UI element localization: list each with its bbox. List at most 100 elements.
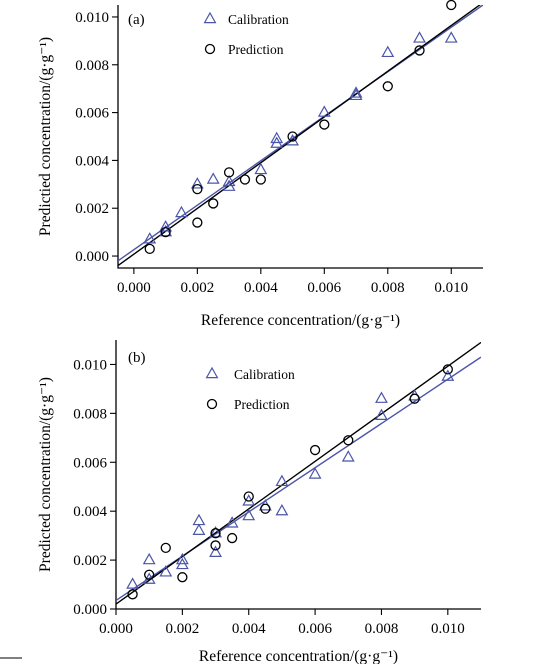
x-tick-label: 0.004 <box>244 280 278 296</box>
axis-frame <box>115 340 481 610</box>
series-calibration <box>143 31 458 244</box>
chart-panel-1: 0.000 0.002 0.004 0.006 0.008 0.010 0.000 0.002… <box>37 340 481 664</box>
data-point-prediction <box>160 542 171 554</box>
data-point-calibration <box>209 545 222 557</box>
y-tick-label: 0.006 <box>73 455 107 471</box>
y-tick-label: 0.004 <box>75 153 109 169</box>
data-point-calibration <box>142 552 156 565</box>
y-tick-label: 0.008 <box>73 406 107 422</box>
data-point-prediction <box>144 569 155 580</box>
y-tick-label: 0.008 <box>75 58 109 74</box>
legend-marker-triangle <box>205 366 219 379</box>
data-point-calibration <box>349 88 363 101</box>
y-axis-title: Predicted concentration/(g·g⁻¹) <box>37 377 54 572</box>
y-tick-label: 0.002 <box>75 201 109 217</box>
x-tick-label: 0.006 <box>298 621 332 637</box>
legend-label: Calibration <box>234 367 295 382</box>
data-point-calibration <box>375 391 388 403</box>
data-point-prediction <box>319 119 330 130</box>
data-point-calibration <box>175 552 189 565</box>
data-point-prediction <box>160 226 171 238</box>
data-point-prediction <box>255 174 266 185</box>
data-point-calibration <box>209 525 222 538</box>
data-point-calibration <box>341 450 355 462</box>
series-prediction <box>144 0 457 255</box>
data-point-calibration <box>225 516 239 528</box>
x-tick-label: 0.010 <box>434 280 468 296</box>
legend-label: Calibration <box>228 12 289 27</box>
data-point-calibration <box>270 131 284 144</box>
data-point-calibration <box>206 172 220 184</box>
data-point-prediction <box>226 532 238 544</box>
y-tick-label: 0.004 <box>73 504 107 520</box>
data-point-calibration <box>222 174 236 187</box>
data-point-calibration <box>441 369 455 381</box>
data-point-calibration <box>143 232 157 244</box>
data-point-prediction <box>409 393 420 404</box>
data-point-prediction <box>287 131 298 142</box>
data-point-calibration <box>317 105 331 117</box>
data-point-prediction <box>192 217 203 228</box>
axis-frame <box>117 5 483 269</box>
y-tick-label: 0.010 <box>75 10 109 26</box>
y-tick-label: 0.010 <box>73 357 107 373</box>
fit-line-1 <box>116 341 481 605</box>
data-point-prediction <box>239 174 251 185</box>
x-axis-title: Reference concentration/(g·g⁻¹) <box>199 648 398 664</box>
data-point-prediction <box>127 589 138 600</box>
y-axis-title: Predictied concentration/(g·g⁻¹) <box>37 37 54 236</box>
data-point-calibration <box>126 577 140 589</box>
data-point-prediction <box>177 572 188 583</box>
data-point-prediction <box>243 491 254 502</box>
data-point-calibration <box>192 513 206 526</box>
data-point-prediction <box>309 444 321 456</box>
y-tick-label: 0.002 <box>73 553 107 569</box>
data-point-calibration <box>242 494 256 506</box>
fit-line-0 <box>118 5 483 262</box>
x-tick-label: 0.008 <box>365 621 399 637</box>
y-tick-label: 0.000 <box>75 249 109 265</box>
x-tick-label: 0.000 <box>99 621 133 637</box>
chart-panel-0: 0.000 0.002 0.004 0.006 0.008 0.010 0.000 0.002… <box>37 0 483 329</box>
panel-label: (b) <box>128 350 146 366</box>
data-point-prediction <box>208 198 219 209</box>
legend-marker-triangle <box>203 11 217 24</box>
data-point-calibration <box>275 474 289 487</box>
series-prediction <box>127 364 453 600</box>
legend-marker-circle <box>206 398 218 410</box>
data-point-calibration <box>413 31 426 43</box>
data-point-calibration <box>254 162 268 175</box>
data-point-prediction <box>192 183 203 195</box>
legend-label: Prediction <box>234 397 290 412</box>
data-point-calibration <box>308 467 322 479</box>
data-point-calibration <box>175 205 188 218</box>
x-tick-label: 0.002 <box>180 280 214 296</box>
data-point-prediction <box>210 540 221 551</box>
data-point-prediction <box>223 167 235 178</box>
data-point-prediction <box>210 528 221 539</box>
x-tick-label: 0.004 <box>232 621 266 637</box>
legend-label: Prediction <box>228 42 284 57</box>
panel-label: (a) <box>128 12 145 28</box>
data-point-prediction <box>414 45 425 56</box>
x-tick-label: 0.006 <box>307 280 341 296</box>
data-point-calibration <box>192 523 206 535</box>
y-tick-label: 0.000 <box>73 602 107 618</box>
data-point-prediction <box>144 243 155 255</box>
data-point-calibration <box>275 503 289 516</box>
fit-line-1 <box>118 5 481 267</box>
data-point-calibration <box>444 31 458 43</box>
data-point-calibration <box>159 565 173 577</box>
data-point-calibration <box>381 45 395 58</box>
data-point-calibration <box>349 86 363 98</box>
data-point-calibration <box>190 177 204 189</box>
data-point-prediction <box>343 435 354 446</box>
legend-marker-circle <box>204 43 216 55</box>
x-tick-label: 0.002 <box>165 621 199 637</box>
data-point-prediction <box>446 0 457 11</box>
y-tick-label: 0.006 <box>75 106 109 122</box>
data-point-prediction <box>260 503 271 514</box>
data-point-prediction <box>382 81 393 92</box>
x-axis-title: Reference concentration/(g·g⁻¹) <box>201 312 400 329</box>
